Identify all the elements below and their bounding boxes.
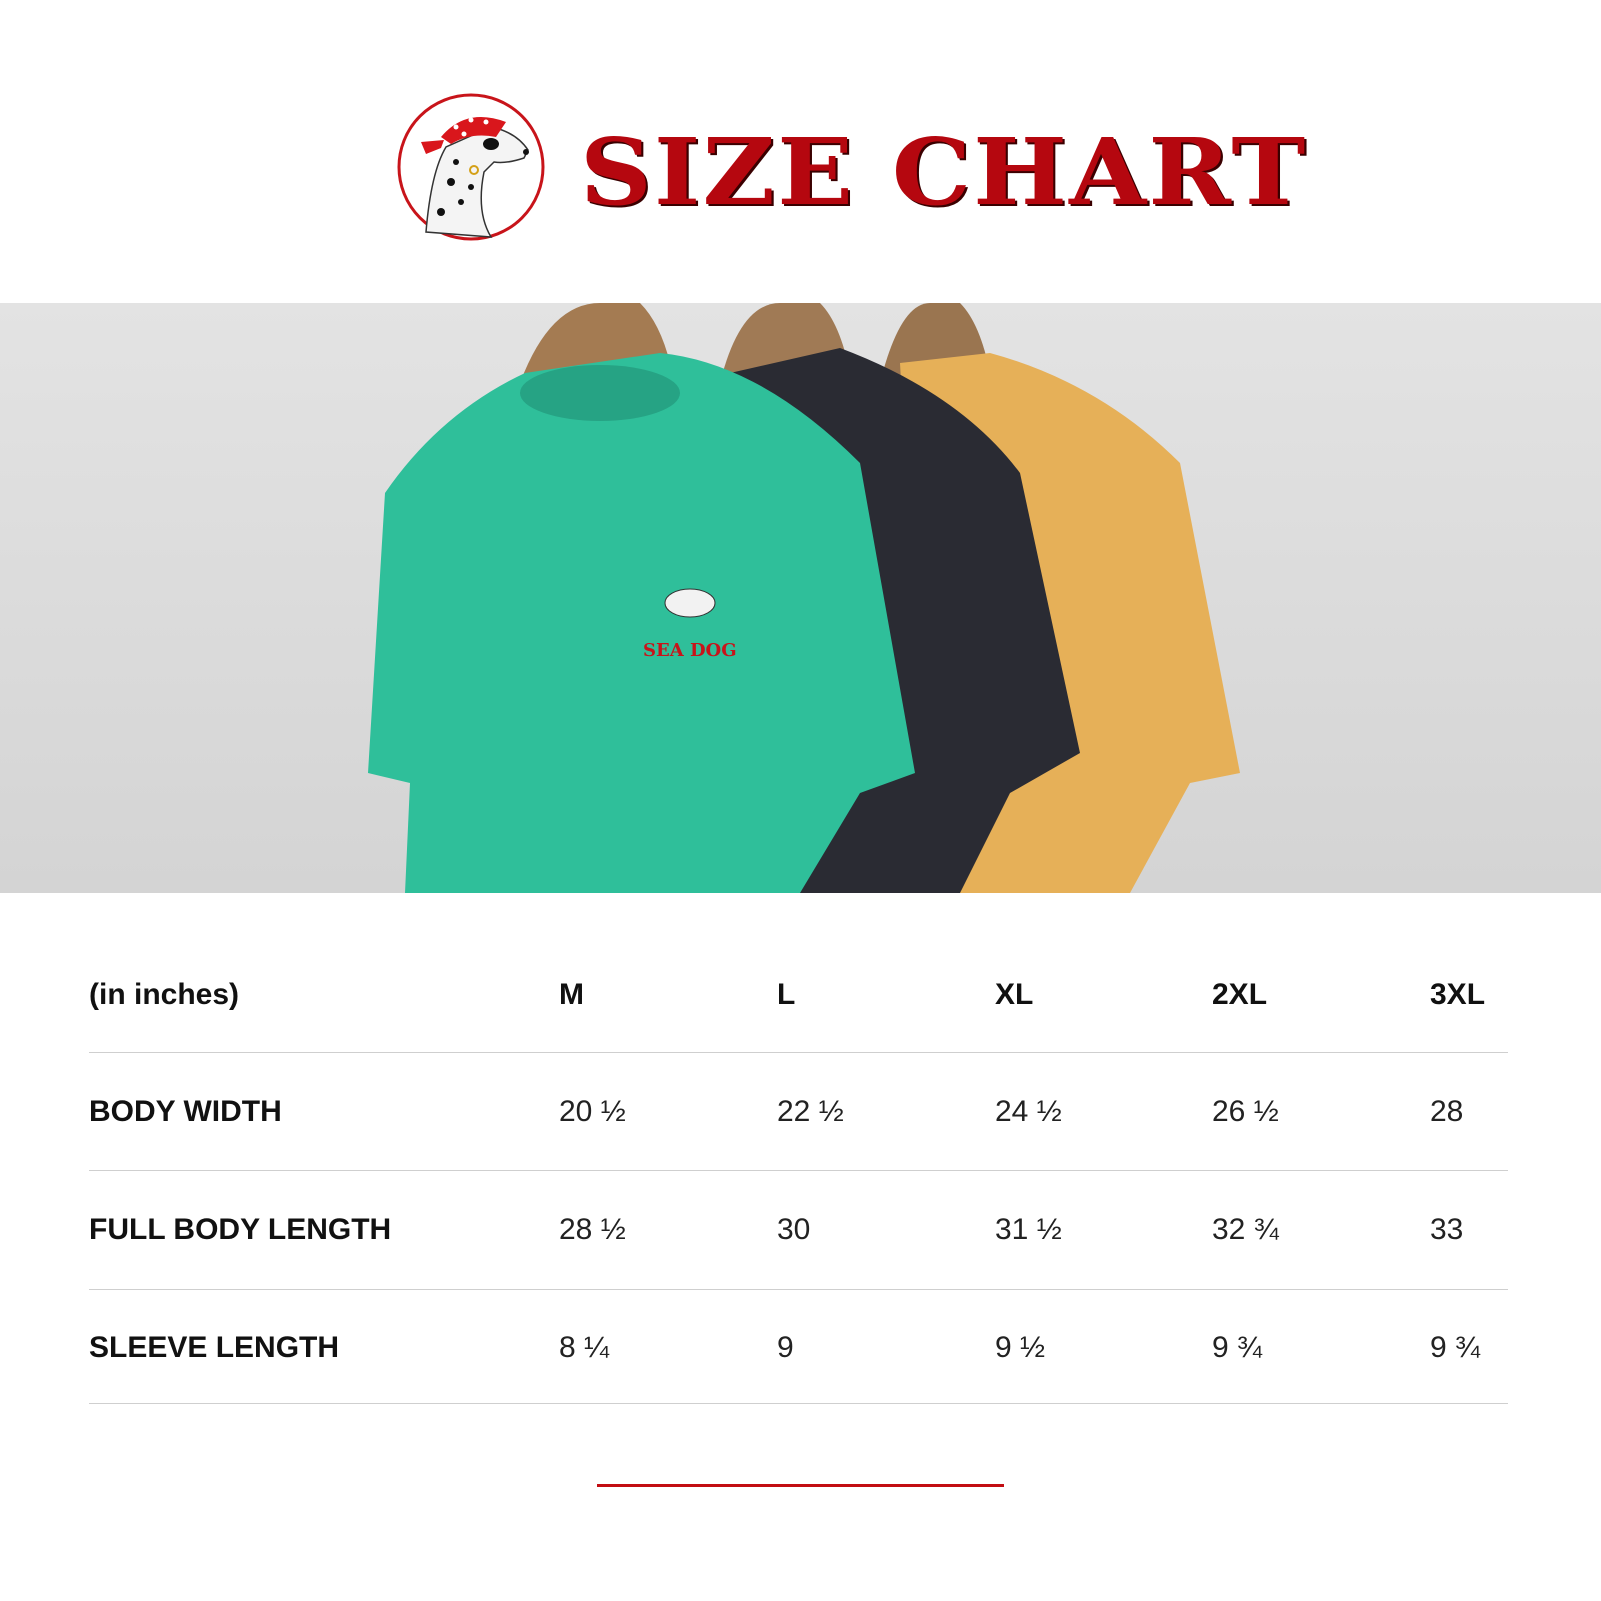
divider	[89, 1170, 1508, 1171]
cell-value: 22 ½	[777, 1095, 844, 1128]
row-label: FULL BODY LENGTH	[89, 1213, 392, 1246]
row-label: SLEEVE LENGTH	[89, 1331, 340, 1364]
print-text: SEA DOG	[643, 640, 737, 661]
divider	[89, 1052, 1508, 1053]
size-header-m: M	[559, 978, 584, 1011]
cell-value: 9 ¾	[1430, 1331, 1481, 1364]
divider	[89, 1403, 1508, 1404]
cell-value: 31 ½	[995, 1213, 1062, 1246]
cell-value: 28	[1430, 1095, 1464, 1128]
cell-value: 9 ¾	[1212, 1331, 1263, 1364]
product-photo: SEA DOG	[0, 303, 1601, 893]
cell-value: 9 ½	[995, 1331, 1046, 1364]
size-header-3xl: 3XL	[1430, 978, 1486, 1011]
size-header-l: L	[777, 978, 796, 1011]
dalmatian-pirate-logo-icon	[397, 93, 545, 241]
cell-value: 32 ¾	[1212, 1213, 1279, 1246]
cell-value: 28 ½	[559, 1213, 626, 1246]
cell-value: 30	[777, 1213, 811, 1246]
green-shirt	[368, 353, 915, 893]
size-header-2xl: 2XL	[1212, 978, 1268, 1011]
cell-value: 24 ½	[995, 1095, 1062, 1128]
unit-label: (in inches)	[89, 978, 240, 1011]
cell-value: 26 ½	[1212, 1095, 1279, 1128]
cell-value: 20 ½	[559, 1095, 626, 1128]
cell-value: 9	[777, 1331, 794, 1364]
row-label: BODY WIDTH	[89, 1095, 282, 1128]
page-title: SIZE CHART	[580, 118, 1308, 226]
accent-divider	[597, 1484, 1004, 1487]
divider	[89, 1289, 1508, 1290]
cell-value: 8 ¼	[559, 1331, 610, 1364]
cell-value: 33	[1430, 1213, 1464, 1246]
size-header-xl: XL	[995, 978, 1034, 1011]
